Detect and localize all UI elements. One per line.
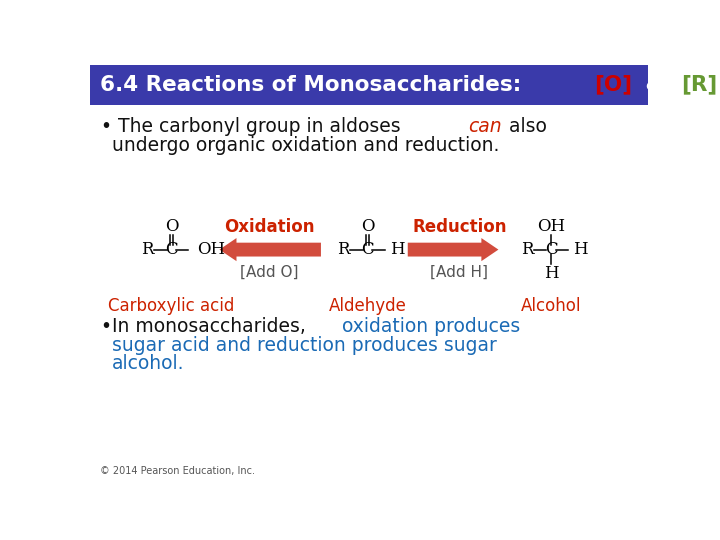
Text: Aldehyde: Aldehyde (328, 297, 406, 315)
Text: Reduction: Reduction (412, 218, 507, 235)
Text: [R]: [R] (681, 75, 718, 95)
Text: Carboxylic acid: Carboxylic acid (108, 297, 235, 315)
Text: OH: OH (537, 218, 565, 235)
Text: OH: OH (197, 241, 225, 258)
Text: •: • (100, 317, 111, 336)
Text: also: also (503, 117, 547, 136)
Text: undergo organic oxidation and reduction.: undergo organic oxidation and reduction. (112, 136, 499, 155)
Text: R: R (337, 241, 350, 258)
Text: The carbonyl group in aldoses: The carbonyl group in aldoses (112, 117, 406, 136)
Text: [O]: [O] (594, 75, 632, 95)
Text: [Add H]: [Add H] (431, 265, 488, 280)
Text: &: & (638, 75, 672, 95)
Text: can: can (469, 117, 502, 136)
FancyBboxPatch shape (90, 65, 648, 105)
Text: O: O (361, 218, 374, 235)
FancyArrow shape (220, 238, 321, 261)
Text: C: C (165, 241, 178, 258)
Text: Oxidation: Oxidation (224, 218, 315, 235)
Text: •: • (100, 117, 111, 136)
Text: alcohol.: alcohol. (112, 354, 184, 373)
Text: © 2014 Pearson Education, Inc.: © 2014 Pearson Education, Inc. (100, 467, 255, 476)
Text: [Add O]: [Add O] (240, 265, 299, 280)
Text: C: C (361, 241, 374, 258)
Text: H: H (573, 241, 588, 258)
FancyArrow shape (408, 238, 498, 261)
Text: Alcohol: Alcohol (521, 297, 581, 315)
Text: H: H (390, 241, 404, 258)
Text: R: R (521, 241, 534, 258)
Text: H: H (544, 265, 559, 282)
Text: In monosaccharides,: In monosaccharides, (112, 317, 312, 336)
Text: sugar acid and reduction produces sugar: sugar acid and reduction produces sugar (112, 335, 497, 355)
Text: C: C (545, 241, 557, 258)
Text: oxidation produces: oxidation produces (342, 317, 520, 336)
Text: 6.4 Reactions of Monosaccharides:: 6.4 Reactions of Monosaccharides: (100, 75, 528, 95)
Text: O: O (165, 218, 178, 235)
Text: R: R (141, 241, 153, 258)
